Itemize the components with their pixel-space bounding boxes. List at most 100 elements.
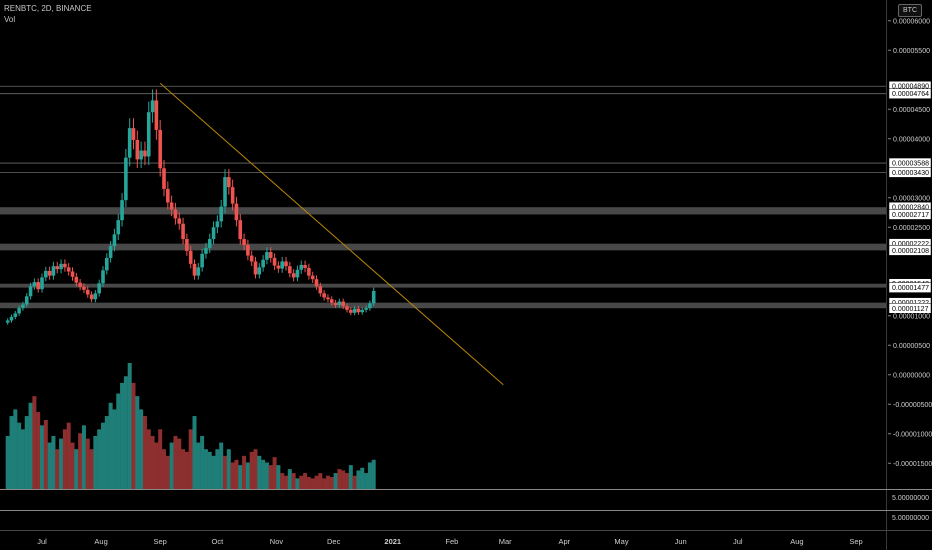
- candle-body: [70, 271, 75, 277]
- volume-bar: [242, 455, 247, 489]
- x-tick-label: Aug: [94, 537, 107, 546]
- volume-bar: [295, 478, 300, 489]
- volume-bar: [142, 416, 147, 489]
- volume-bar: [345, 473, 350, 489]
- volume-bar: [188, 429, 193, 489]
- volume-bar: [196, 442, 201, 489]
- volume-bar: [261, 459, 266, 489]
- volume-bar: [280, 473, 285, 489]
- candle-body: [146, 112, 151, 157]
- price-label-box: [888, 88, 932, 99]
- price-label-box: [888, 282, 932, 293]
- y-tick-label: 0.00000500: [893, 343, 930, 350]
- candle-body: [238, 220, 243, 240]
- candle-body: [124, 157, 128, 201]
- price-label: 0.00001477: [892, 285, 929, 292]
- volume-indicator-label[interactable]: Vol: [4, 15, 16, 24]
- candle-body: [185, 239, 189, 251]
- candle-body: [28, 286, 33, 297]
- x-tick-label: Feb: [445, 537, 458, 546]
- volume-bar: [173, 435, 178, 489]
- x-tick-label: Mar: [499, 537, 512, 546]
- candle-body: [272, 257, 277, 266]
- candle-body: [223, 177, 227, 207]
- candle-body: [207, 239, 212, 248]
- candle-body: [89, 294, 94, 300]
- volume-bar: [17, 422, 22, 489]
- volume-bar: [28, 402, 33, 489]
- volume-bar: [97, 429, 102, 489]
- volume-bar: [20, 429, 25, 489]
- volume-bar: [43, 420, 48, 489]
- candle-body: [242, 239, 246, 245]
- volume-bar: [226, 449, 231, 489]
- volume-bar: [24, 416, 29, 489]
- candle-body: [337, 301, 342, 306]
- candle-body: [234, 203, 239, 221]
- candle-body: [352, 308, 357, 313]
- volume-bar: [55, 449, 60, 489]
- candle-body: [288, 266, 292, 274]
- x-tick-label: Dec: [327, 537, 341, 546]
- chart-title: RENBTC, 2D, BINANCE: [4, 4, 92, 13]
- candle-body: [360, 309, 365, 313]
- x-tick-label: Jul: [733, 537, 743, 546]
- candle-body: [246, 244, 250, 256]
- volume-bar: [192, 416, 197, 489]
- candle-body: [192, 263, 197, 276]
- candle-body: [349, 309, 353, 313]
- candle-body: [32, 282, 37, 287]
- volume-bar: [116, 393, 121, 489]
- volume-bar: [127, 363, 132, 489]
- volume-bar: [70, 442, 75, 489]
- price-label-box: [888, 303, 932, 314]
- x-tick-label: 2021: [384, 537, 401, 546]
- volume-bar: [184, 451, 189, 489]
- candle-body: [9, 316, 14, 321]
- y-tick-label: -0.00000500: [893, 402, 932, 409]
- x-tick-label: Jun: [675, 537, 687, 546]
- currency-badge[interactable]: BTC: [898, 4, 922, 17]
- y-tick-label: 0.00003000: [893, 195, 930, 202]
- price-label-box: [888, 209, 932, 220]
- candle-body: [368, 303, 372, 309]
- volume-bar: [85, 438, 90, 489]
- candle-body: [227, 177, 231, 188]
- candle-body: [310, 275, 315, 280]
- candle-body: [24, 296, 29, 305]
- candle-body: [211, 227, 216, 240]
- volume-bar: [66, 422, 71, 489]
- support-resistance-zone: [0, 207, 886, 215]
- volume-bar: [47, 442, 52, 489]
- volume-bar: [131, 382, 136, 489]
- y-tick-label: -0.00001000: [893, 431, 932, 438]
- volume-bar: [322, 478, 327, 489]
- volume-bar: [287, 469, 292, 489]
- volume-bar: [238, 465, 243, 489]
- x-tick-label: Aug: [790, 537, 803, 546]
- x-tick-label: Apr: [558, 537, 570, 546]
- price-label: 0.00003588: [892, 161, 929, 168]
- candle-body: [112, 234, 117, 247]
- candle-body: [143, 150, 147, 157]
- volume-bar: [303, 473, 308, 489]
- volume-bar: [364, 473, 369, 489]
- candle-body: [261, 259, 265, 268]
- candle-body: [200, 253, 204, 268]
- candle-body: [82, 286, 86, 290]
- volume-bar: [249, 451, 254, 489]
- volume-bar: [123, 376, 128, 489]
- volume-axis-label: 5.00000000: [892, 495, 929, 502]
- price-label: 0.00004890: [892, 84, 929, 91]
- volume-bar: [223, 455, 228, 489]
- volume-bar: [5, 435, 10, 489]
- volume-bar: [371, 459, 376, 489]
- candle-body: [127, 128, 132, 158]
- volume-bar: [329, 477, 334, 489]
- volume-bar: [306, 477, 311, 489]
- support-resistance-zone: [0, 283, 886, 288]
- volume-bar: [36, 412, 41, 489]
- volume-bar: [177, 438, 182, 489]
- candle-body: [219, 206, 223, 222]
